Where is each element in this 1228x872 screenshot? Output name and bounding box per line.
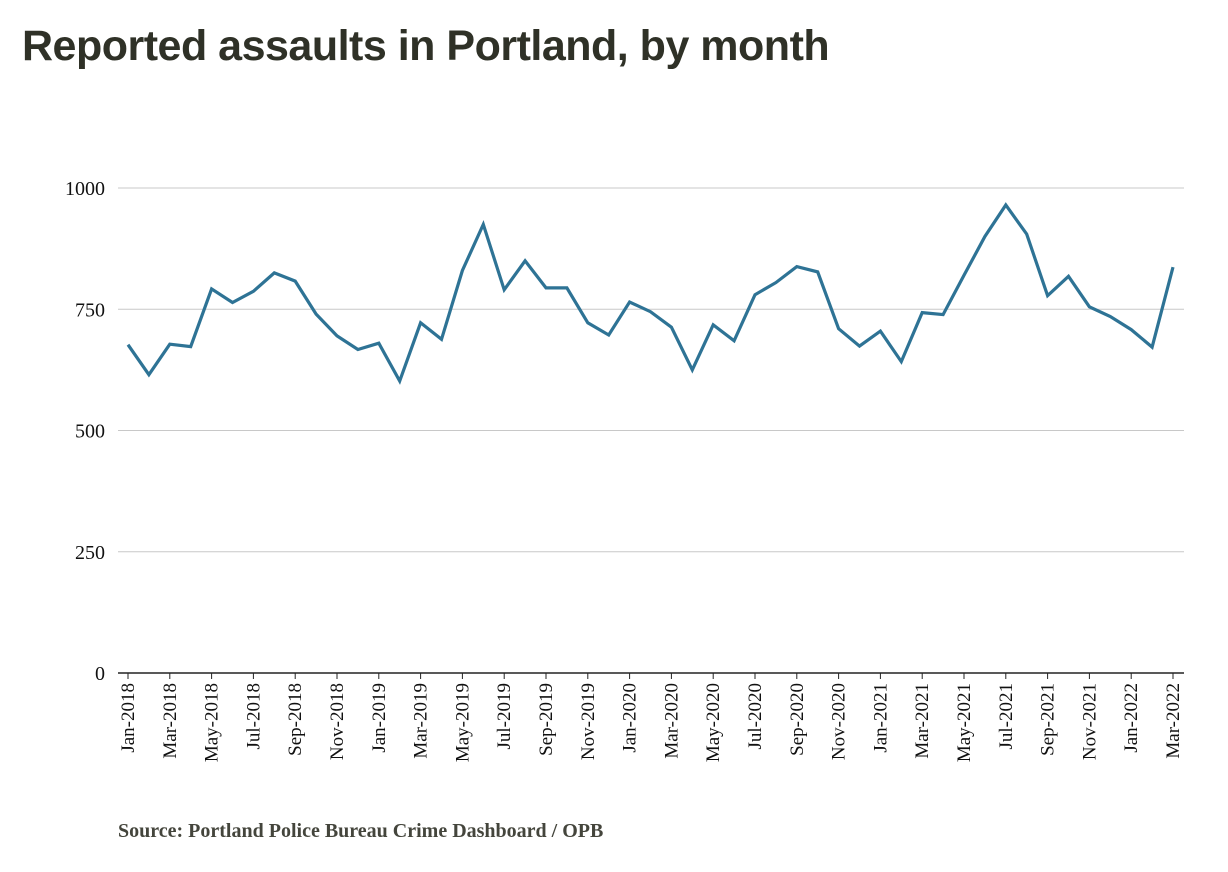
y-tick-label: 500 — [75, 421, 105, 443]
x-tick-label: May-2018 — [202, 683, 223, 762]
x-tick-label: Nov-2018 — [327, 683, 348, 760]
x-tick-label: Nov-2020 — [829, 683, 850, 760]
gridlines — [118, 187, 1184, 674]
x-tick-label: Sep-2018 — [285, 683, 306, 756]
x-tick-label: Jan-2020 — [620, 683, 641, 753]
x-tick-label: Mar-2020 — [661, 683, 682, 759]
chart-title: Reported assaults in Portland, by month — [22, 22, 830, 70]
x-tick-label: Sep-2021 — [1038, 683, 1059, 756]
x-tick-label: Mar-2022 — [1163, 683, 1184, 759]
y-axis-ticks: 0 250 500 750 1000 — [65, 178, 105, 685]
source-note: Source: Portland Police Bureau Crime Das… — [118, 820, 604, 842]
x-tick-label: Mar-2018 — [160, 683, 181, 759]
y-tick-label: 250 — [75, 542, 105, 564]
series-line — [126, 202, 1175, 385]
y-tick-label: 750 — [75, 299, 105, 321]
x-tick-label: May-2020 — [703, 683, 724, 762]
y-tick-label: 1000 — [65, 178, 105, 200]
x-tick-label: Jan-2018 — [118, 683, 139, 753]
x-tick-label: Jan-2019 — [369, 683, 390, 753]
x-tick-label: Jul-2020 — [745, 683, 766, 750]
x-tick-label: Mar-2021 — [912, 683, 933, 759]
x-tick-label: Jul-2019 — [494, 683, 515, 750]
x-tick-label: May-2021 — [954, 683, 975, 762]
x-axis-ticks: Jan-2018 Mar-2018 May-2018 Jul-2018 Sep-2018… — [118, 673, 1184, 762]
x-tick-label: Mar-2019 — [411, 683, 432, 759]
x-tick-label: Sep-2019 — [536, 683, 557, 756]
x-tick-label: Jul-2021 — [996, 683, 1017, 750]
x-tick-label: Nov-2021 — [1079, 683, 1100, 760]
x-tick-label: Jan-2021 — [870, 683, 891, 753]
y-tick-label: 0 — [95, 663, 105, 685]
series-group — [126, 202, 1175, 385]
x-tick-label: Jan-2022 — [1121, 683, 1142, 753]
x-tick-label: Jul-2018 — [243, 683, 264, 750]
x-tick-label: Sep-2020 — [787, 683, 808, 756]
x-tick-label: Nov-2019 — [578, 683, 599, 760]
x-tick-label: May-2019 — [452, 683, 473, 762]
